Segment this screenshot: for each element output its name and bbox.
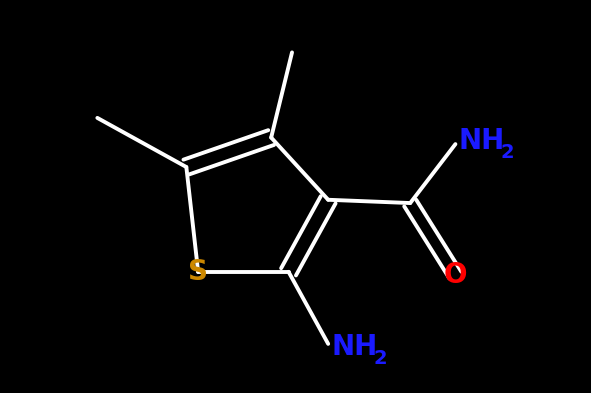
Text: S: S: [188, 258, 208, 286]
Text: NH: NH: [459, 127, 505, 155]
Text: 2: 2: [501, 143, 514, 162]
Text: 2: 2: [374, 349, 387, 369]
Text: O: O: [444, 261, 467, 289]
Text: NH: NH: [332, 333, 378, 361]
